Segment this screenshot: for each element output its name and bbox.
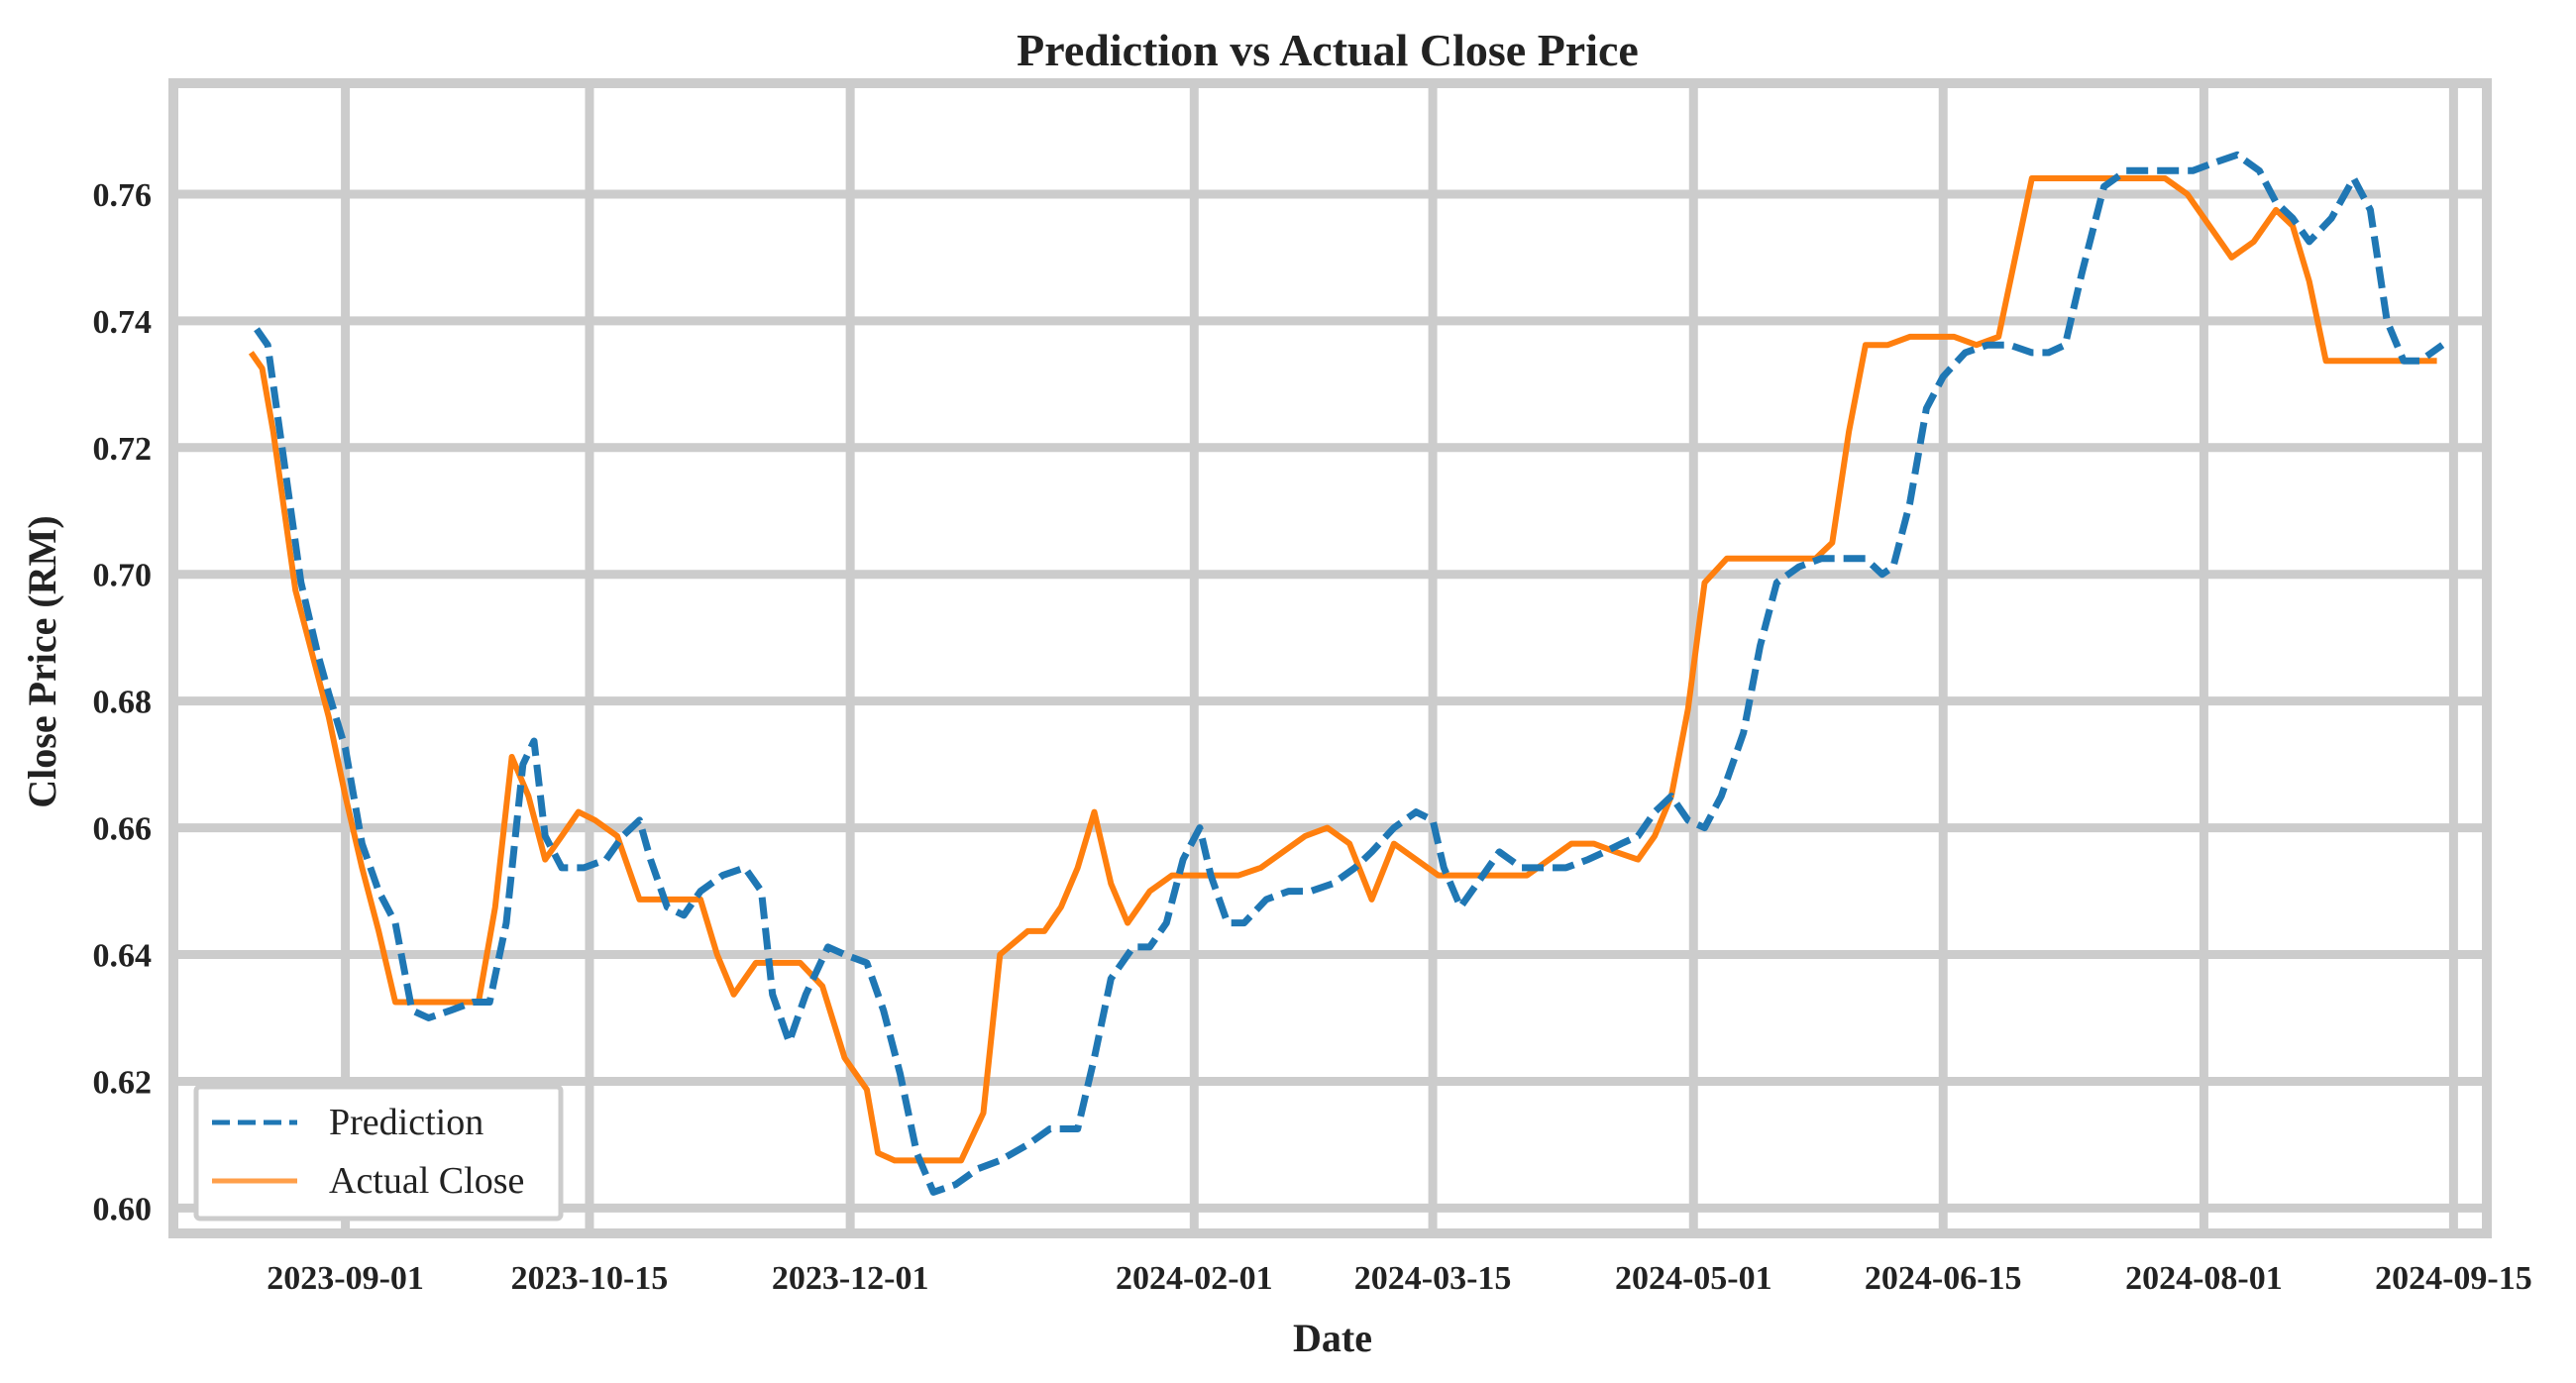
y-tick-labels: 0.60 0.62 0.64 0.66 0.68 0.70 0.72 0.74 0.76: [93, 177, 153, 1227]
y-tick-label: 0.74: [93, 304, 153, 341]
x-tick-label: 2024-02-01: [1116, 1260, 1273, 1297]
legend-label-actual-close: Actual Close: [329, 1160, 524, 1202]
x-tick-label: 2024-09-15: [2375, 1260, 2532, 1297]
x-tick-label: 2023-09-01: [267, 1260, 424, 1297]
series-layer: [248, 151, 2445, 1196]
y-tick-label: 0.72: [93, 431, 153, 468]
y-tick-label: 0.76: [93, 177, 153, 214]
legend-label-prediction: Prediction: [329, 1102, 483, 1143]
x-tick-label: 2024-03-15: [1354, 1260, 1512, 1297]
y-tick-label: 0.64: [93, 938, 153, 975]
x-tick-label: 2023-10-15: [511, 1260, 669, 1297]
chart-title: Prediction vs Actual Close Price: [1017, 25, 1639, 75]
x-tick-label: 2024-06-15: [1865, 1260, 2022, 1297]
x-axis-label: Date: [1293, 1316, 1372, 1360]
y-axis-label: Close Price (RM): [20, 515, 64, 807]
y-tick-label: 0.70: [93, 558, 153, 594]
y-tick-label: 0.68: [93, 685, 153, 721]
x-tick-label: 2024-05-01: [1615, 1260, 1772, 1297]
legend-box: [193, 1084, 564, 1222]
series-line-actual-close: [248, 175, 2437, 1164]
y-tick-label: 0.66: [93, 811, 153, 848]
x-tick-label: 2024-08-01: [2125, 1260, 2283, 1297]
series-line-prediction: [254, 151, 2445, 1196]
plot-frame: [168, 78, 2492, 1238]
x-tick-label: 2023-12-01: [772, 1260, 929, 1297]
y-tick-label: 0.60: [93, 1191, 153, 1227]
legend: Prediction Actual Close: [193, 1084, 564, 1222]
x-tick-labels: 2023-09-01 2023-10-15 2023-12-01 2024-02-01…: [267, 1260, 2531, 1297]
y-tick-label: 0.62: [93, 1064, 153, 1101]
